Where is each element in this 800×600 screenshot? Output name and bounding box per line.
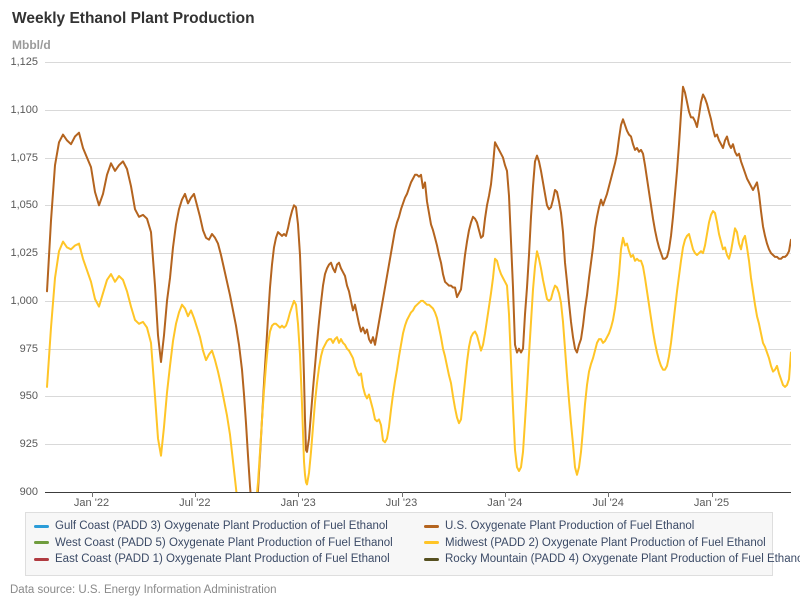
legend-item-west-coast[interactable]: West Coast (PADD 5) Oxygenate Plant Prod… <box>34 535 424 552</box>
gridline <box>45 444 791 446</box>
x-tick-mark <box>91 492 93 497</box>
x-tick-label: Jan '23 <box>280 497 316 509</box>
x-tick-label: Jul '24 <box>592 497 624 509</box>
plot-area <box>45 55 791 493</box>
y-tick-label: 1,100 <box>10 103 38 116</box>
x-tick-label: Jan '25 <box>693 497 730 509</box>
y-tick-label: 1,075 <box>10 151 38 164</box>
y-tick-label: 900 <box>19 486 38 498</box>
legend-swatch-gulf-coast <box>34 524 49 528</box>
x-tick-label: Jul '22 <box>179 497 211 509</box>
x-tick-label: Jan '24 <box>487 497 523 509</box>
page-title: Weekly Ethanol Plant Production <box>12 10 255 27</box>
x-tick-mark <box>711 492 713 497</box>
y-tick-label: 1,025 <box>10 247 38 260</box>
x-tick-mark <box>504 492 506 497</box>
y-tick-label: 925 <box>19 438 38 451</box>
gridline <box>45 157 791 159</box>
x-tick-label: Jul '23 <box>385 497 418 509</box>
legend-item-east-coast[interactable]: East Coast (PADD 1) Oxygenate Plant Prod… <box>34 551 424 568</box>
series-line-us[interactable] <box>46 85 791 492</box>
y-tick-label: 950 <box>19 390 38 403</box>
x-tick-mark <box>298 492 300 497</box>
gridline <box>45 205 791 207</box>
legend-label: Midwest (PADD 2) Oxygenate Plant Product… <box>445 536 766 549</box>
legend-item-gulf-coast[interactable]: Gulf Coast (PADD 3) Oxygenate Plant Prod… <box>34 518 424 535</box>
x-tick-mark <box>194 492 196 497</box>
legend-swatch-east-coast <box>34 557 49 561</box>
legend-label: West Coast (PADD 5) Oxygenate Plant Prod… <box>55 536 393 549</box>
series-canvas <box>46 85 791 492</box>
x-tick-mark <box>608 492 610 497</box>
series-line-midwest[interactable] <box>46 210 791 492</box>
gridline <box>45 253 791 255</box>
legend-item-us[interactable]: U.S. Oxygenate Plant Production of Fuel … <box>424 518 800 535</box>
gridline <box>45 348 791 350</box>
legend-label: Rocky Mountain (PADD 4) Oxygenate Plant … <box>445 553 800 566</box>
legend-swatch-west-coast <box>34 541 49 545</box>
legend-swatch-midwest <box>424 541 439 545</box>
gridline <box>45 396 791 398</box>
y-axis-unit-label: Mbbl/d <box>12 38 51 52</box>
y-tick-label: 975 <box>19 342 38 355</box>
x-axis-line <box>45 492 791 493</box>
y-tick-label: 1,000 <box>10 294 38 307</box>
data-source-text: Data source: U.S. Energy Information Adm… <box>10 584 277 596</box>
legend: Gulf Coast (PADD 3) Oxygenate Plant Prod… <box>25 512 800 576</box>
legend-label: Gulf Coast (PADD 3) Oxygenate Plant Prod… <box>55 520 388 533</box>
gridline <box>45 300 791 302</box>
y-tick-label: 1,125 <box>10 56 38 68</box>
legend-label: East Coast (PADD 1) Oxygenate Plant Prod… <box>55 553 390 566</box>
gridline <box>45 62 791 63</box>
legend-item-midwest[interactable]: Midwest (PADD 2) Oxygenate Plant Product… <box>424 535 800 552</box>
y-tick-label: 1,050 <box>10 199 38 212</box>
x-tick-mark <box>401 492 403 497</box>
legend-item-rocky-mountain[interactable]: Rocky Mountain (PADD 4) Oxygenate Plant … <box>424 551 800 568</box>
gridline <box>45 109 791 111</box>
x-tick-label: Jan '22 <box>73 497 110 509</box>
legend-swatch-rocky-mountain <box>424 557 439 561</box>
legend-label: U.S. Oxygenate Plant Production of Fuel … <box>445 520 695 533</box>
legend-swatch-us <box>424 524 439 528</box>
